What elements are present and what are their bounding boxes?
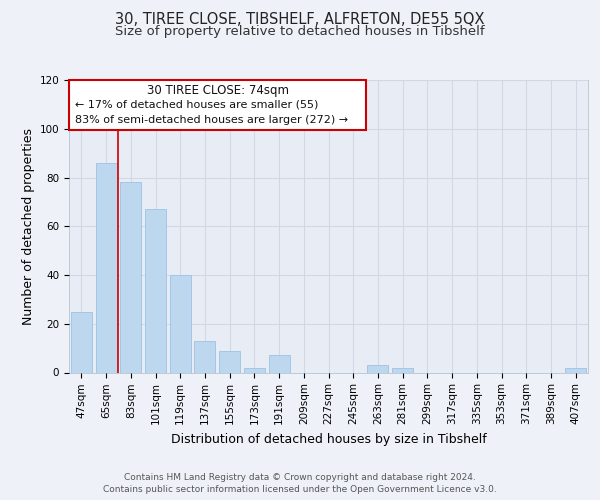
Bar	[145, 209, 166, 372]
Bar	[565, 368, 586, 372]
Text: Contains HM Land Registry data © Crown copyright and database right 2024.: Contains HM Land Registry data © Crown c…	[124, 472, 476, 482]
Bar	[367, 365, 388, 372]
X-axis label: Distribution of detached houses by size in Tibshelf: Distribution of detached houses by size …	[170, 432, 487, 446]
Text: ← 17% of detached houses are smaller (55): ← 17% of detached houses are smaller (55…	[74, 100, 318, 110]
Bar	[194, 341, 215, 372]
Text: 83% of semi-detached houses are larger (272) →: 83% of semi-detached houses are larger (…	[74, 116, 348, 126]
Bar	[392, 368, 413, 372]
Bar	[244, 368, 265, 372]
Bar	[95, 163, 116, 372]
Y-axis label: Number of detached properties: Number of detached properties	[22, 128, 35, 325]
Bar	[120, 182, 141, 372]
Text: 30, TIREE CLOSE, TIBSHELF, ALFRETON, DE55 5QX: 30, TIREE CLOSE, TIBSHELF, ALFRETON, DE5…	[115, 12, 485, 28]
Text: 30 TIREE CLOSE: 74sqm: 30 TIREE CLOSE: 74sqm	[146, 84, 289, 96]
Bar	[219, 350, 240, 372]
Bar	[170, 275, 191, 372]
Bar	[269, 356, 290, 372]
FancyBboxPatch shape	[70, 80, 365, 130]
Text: Contains public sector information licensed under the Open Government Licence v3: Contains public sector information licen…	[103, 485, 497, 494]
Bar	[71, 312, 92, 372]
Text: Size of property relative to detached houses in Tibshelf: Size of property relative to detached ho…	[115, 25, 485, 38]
